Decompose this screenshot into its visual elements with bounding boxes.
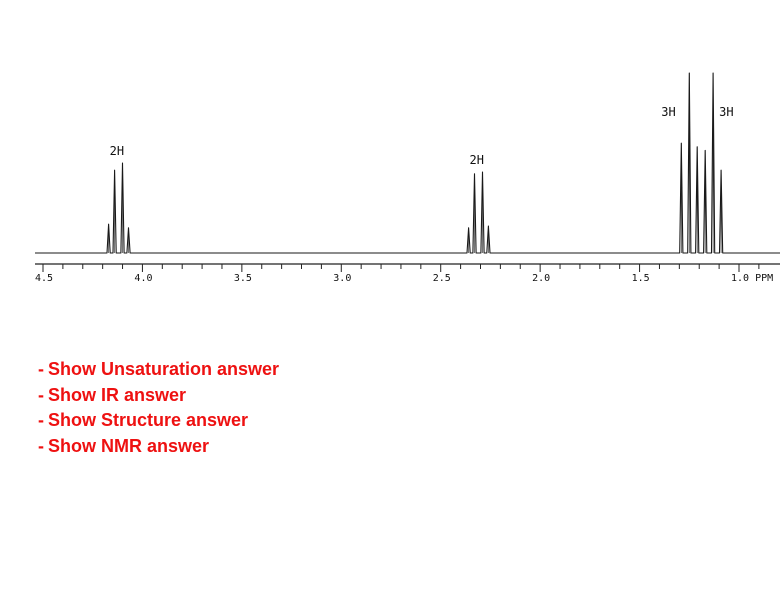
integration-label: 2H <box>110 144 124 158</box>
x-tick-label: 1.0 PPM <box>731 273 773 284</box>
nmr-spectrum-chart: 4.5 4.0 3.5 3.0 2.5 2.0 1.5 1.0 PPM 2H 2H 3H 3H <box>35 72 780 284</box>
x-tick-label: 1.5 <box>632 273 650 284</box>
link-text[interactable]: Show Structure answer <box>48 410 249 430</box>
answer-links: - Show Unsaturation answer - Show IR answe… <box>38 357 279 459</box>
link-text[interactable]: Show IR answer <box>48 384 187 405</box>
x-tick-label: 4.0 <box>134 273 152 284</box>
link-dash: - <box>38 359 44 379</box>
x-tick-label: 2.5 <box>433 273 451 284</box>
x-tick-label: 4.5 <box>35 273 53 284</box>
x-tick-label: 3.0 <box>333 273 351 284</box>
link-dash: - <box>38 410 44 430</box>
show-ir-answer-link[interactable]: - Show IR answer <box>38 383 279 409</box>
integration-label: 3H <box>719 105 733 119</box>
show-structure-answer-link[interactable]: - Show Structure answer <box>38 408 279 434</box>
x-tick-label: 3.5 <box>234 273 252 284</box>
spectrum-trace <box>35 72 780 254</box>
show-nmr-answer-link[interactable]: - Show NMR answer <box>38 434 279 460</box>
link-dash: - <box>38 384 44 405</box>
integration-label: 2H <box>470 153 484 167</box>
x-tick-label: 2.0 <box>532 273 550 284</box>
show-unsaturation-answer-link[interactable]: - Show Unsaturation answer <box>38 357 279 383</box>
spectrum-trace-line <box>35 72 780 254</box>
link-text[interactable]: Show Unsaturation answer <box>48 359 280 379</box>
integration-label: 3H <box>661 105 675 119</box>
link-dash: - <box>38 435 44 456</box>
integration-labels: 2H 2H 3H 3H <box>110 105 734 167</box>
link-text[interactable]: Show NMR answer <box>48 435 210 456</box>
x-axis: 4.5 4.0 3.5 3.0 2.5 2.0 1.5 1.0 PPM <box>35 263 780 284</box>
